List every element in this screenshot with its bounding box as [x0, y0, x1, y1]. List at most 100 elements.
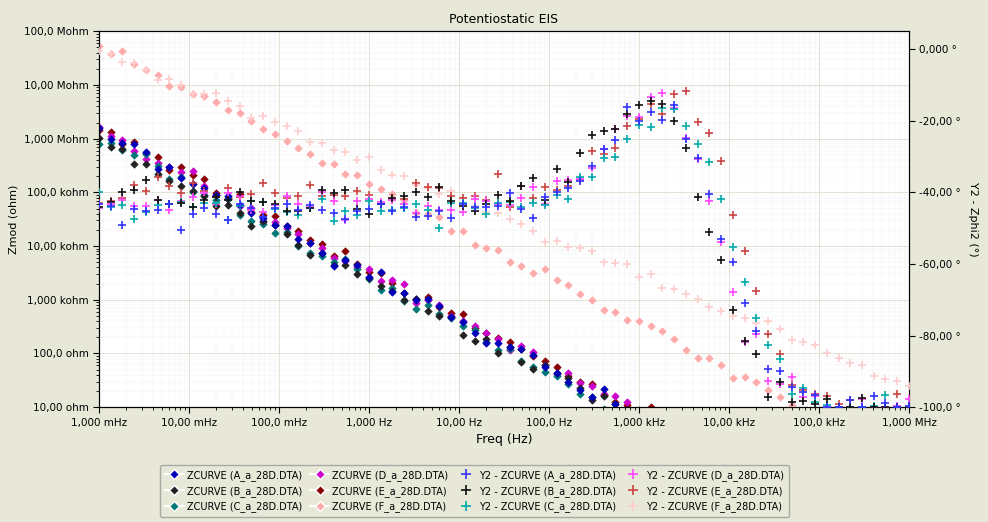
Point — [654, 427, 670, 435]
Point — [103, 135, 119, 143]
Point — [408, 213, 424, 221]
Point — [478, 329, 494, 337]
Point — [326, 146, 342, 154]
Point — [326, 191, 342, 199]
Point — [103, 50, 119, 58]
Point — [572, 383, 588, 392]
Point — [678, 135, 694, 143]
Point — [267, 199, 283, 208]
Point — [631, 273, 647, 281]
Point — [420, 205, 436, 213]
Point — [185, 90, 201, 99]
Point — [314, 243, 330, 252]
Point — [478, 335, 494, 343]
Point — [103, 132, 119, 140]
Point — [865, 372, 881, 380]
Point — [349, 211, 365, 219]
Point — [560, 379, 576, 388]
Point — [725, 463, 741, 471]
Point — [361, 274, 376, 282]
Point — [243, 222, 259, 230]
Point — [843, 403, 859, 411]
Point — [654, 429, 670, 437]
Point — [220, 189, 236, 197]
Point — [384, 171, 400, 179]
Point — [454, 331, 470, 339]
Point — [384, 194, 400, 203]
Point — [643, 421, 659, 429]
Point — [444, 198, 459, 207]
Point — [526, 269, 541, 278]
Point — [372, 200, 388, 208]
Point — [713, 455, 729, 463]
Point — [232, 201, 248, 210]
Point — [596, 405, 612, 413]
Point — [115, 201, 130, 209]
Point — [713, 234, 729, 243]
Point — [854, 403, 869, 411]
Point — [772, 380, 787, 388]
Point — [220, 200, 236, 209]
Point — [466, 203, 482, 211]
Point — [608, 398, 623, 406]
Point — [138, 176, 154, 184]
Point — [654, 283, 670, 292]
Point — [232, 208, 248, 217]
Point — [243, 114, 259, 122]
Point — [584, 147, 600, 155]
Point — [526, 227, 541, 235]
Point — [220, 216, 236, 224]
Point — [514, 345, 530, 353]
Point — [678, 444, 694, 453]
Point — [349, 270, 365, 279]
Point — [760, 316, 776, 325]
Point — [372, 269, 388, 277]
Point — [326, 254, 342, 262]
Point — [608, 125, 623, 133]
Point — [220, 97, 236, 105]
Point — [103, 143, 119, 151]
Point — [631, 117, 647, 125]
Point — [338, 185, 354, 194]
Point — [478, 243, 494, 252]
Point — [138, 202, 154, 210]
Point — [466, 326, 482, 335]
Point — [255, 112, 271, 120]
Point — [548, 369, 564, 377]
Point — [161, 200, 177, 208]
Point — [384, 190, 400, 198]
Point — [302, 239, 318, 247]
Point — [149, 173, 165, 181]
Point — [372, 277, 388, 286]
Point — [584, 247, 600, 256]
Point — [197, 199, 212, 207]
Legend: ZCURVE (A_a_28D.DTA), ZCURVE (B_a_28D.DTA), ZCURVE (C_a_28D.DTA), ZCURVE (D_a_28: ZCURVE (A_a_28D.DTA), ZCURVE (B_a_28D.DT… — [160, 465, 788, 517]
Point — [338, 216, 354, 224]
Point — [279, 222, 294, 231]
Point — [678, 144, 694, 152]
Point — [572, 290, 588, 298]
Point — [678, 122, 694, 130]
Point — [901, 403, 917, 411]
Point — [701, 446, 717, 454]
Point — [795, 384, 811, 393]
Point — [760, 473, 776, 482]
Point — [208, 199, 224, 208]
Point — [619, 259, 635, 268]
Point — [396, 192, 412, 200]
Point — [161, 81, 177, 90]
Point — [255, 211, 271, 219]
Point — [619, 406, 635, 414]
Point — [760, 329, 776, 338]
Point — [865, 392, 881, 400]
Point — [654, 100, 670, 108]
Point — [338, 256, 354, 265]
Point — [408, 180, 424, 188]
Point — [713, 462, 729, 470]
Point — [713, 256, 729, 264]
Point — [466, 337, 482, 345]
Point — [466, 328, 482, 337]
Point — [831, 514, 847, 522]
Point — [877, 391, 893, 399]
Point — [643, 414, 659, 422]
